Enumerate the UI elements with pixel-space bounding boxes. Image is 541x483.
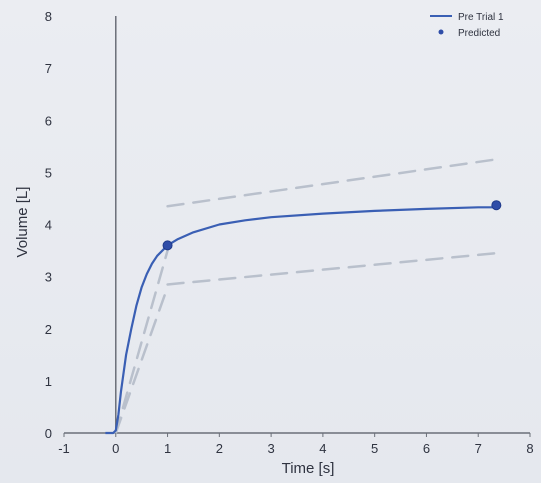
predicted-point xyxy=(491,200,502,211)
x-tick-label: 8 xyxy=(526,441,533,456)
legend-label-pre-trial-1: Pre Trial 1 xyxy=(458,12,504,23)
y-tick-label: 8 xyxy=(45,9,52,24)
y-tick-label: 5 xyxy=(45,165,52,180)
series-line-pre-trial-1 xyxy=(105,206,497,435)
y-tick-labels: 0 1 2 3 4 5 6 7 8 xyxy=(45,9,52,441)
legend-label-predicted: Predicted xyxy=(458,28,500,39)
reference-line-3 xyxy=(166,158,498,208)
legend: Pre Trial 1 Predicted xyxy=(430,12,504,39)
y-tick-label: 6 xyxy=(45,113,52,128)
x-tick-label: 2 xyxy=(216,441,223,456)
x-tick-label: 3 xyxy=(267,441,274,456)
y-tick-label: 1 xyxy=(45,374,52,389)
x-tick-label: 7 xyxy=(475,441,482,456)
y-tick-label: 0 xyxy=(45,426,52,441)
x-tick-label: 0 xyxy=(112,441,119,456)
reference-line-4 xyxy=(166,251,498,286)
x-axis-label: Time [s] xyxy=(282,460,335,477)
predicted-point xyxy=(162,240,173,251)
x-tick-label: 1 xyxy=(164,441,171,456)
y-tick-label: 3 xyxy=(45,270,52,285)
legend-swatch-marker xyxy=(438,29,444,35)
reference-lines xyxy=(114,158,498,435)
x-tick-label: 6 xyxy=(423,441,430,456)
y-tick-label: 2 xyxy=(45,322,52,337)
series-lines xyxy=(105,206,497,435)
reference-line-2 xyxy=(114,285,169,435)
series-points xyxy=(162,200,502,251)
y-tick-label: 4 xyxy=(45,218,52,233)
x-tick-label: 4 xyxy=(319,441,326,456)
x-tick-labels: -1 0 1 2 3 4 5 6 7 8 xyxy=(58,433,534,456)
x-tick-label: -1 xyxy=(58,441,70,456)
y-tick-label: 7 xyxy=(45,61,52,76)
y-axis-label: Volume [L] xyxy=(14,187,31,258)
reference-line-1 xyxy=(114,249,169,435)
x-tick-label: 5 xyxy=(371,441,378,456)
